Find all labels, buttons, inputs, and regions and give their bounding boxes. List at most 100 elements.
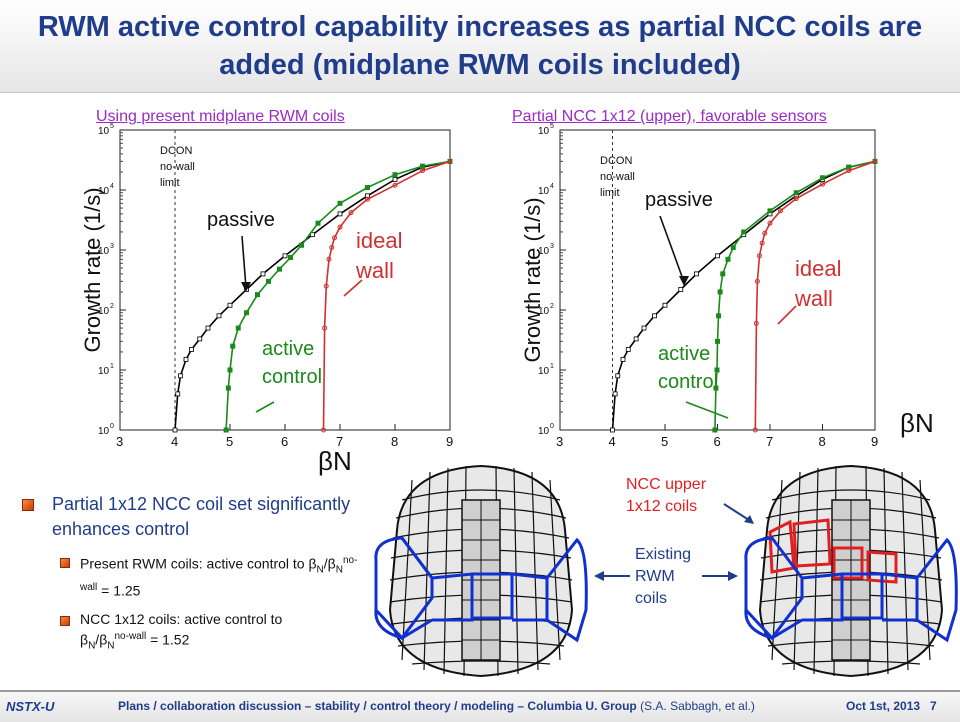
passive-arrow-icon: [659, 215, 685, 283]
data-point-passive: [615, 373, 621, 379]
footer-bar: NSTX-U Plans / collaboration discussion …: [0, 690, 960, 722]
arrow-left-icon: [594, 571, 630, 581]
beta-symbol: β: [99, 631, 108, 648]
y-tick-label: 10: [98, 186, 110, 197]
data-point-passive: [662, 302, 668, 308]
ideal-wall-label: ideal: [795, 256, 841, 281]
x-tick-label: 7: [336, 434, 343, 449]
data-point-passive: [205, 325, 211, 331]
x-tick-label: 4: [171, 434, 178, 449]
ideal-wall-label: ideal: [356, 228, 402, 253]
data-point-passive: [227, 302, 233, 308]
data-point-active: [846, 164, 852, 170]
bullet-list: Partial 1x12 NCC coil set significantly …: [22, 492, 372, 656]
ncc-arrow-icon: [723, 503, 754, 524]
data-point-active: [715, 338, 720, 344]
data-point-ideal: [752, 427, 758, 433]
data-point-passive: [189, 347, 194, 352]
chart-title-right: Partial NCC 1x12 (upper), favorable sens…: [512, 108, 827, 125]
beta-slash: /: [323, 555, 328, 572]
data-point-ideal: [332, 235, 337, 241]
y-tick-exponent: 1: [110, 363, 114, 370]
bullet-square-icon: [60, 558, 70, 568]
data-point-passive: [216, 313, 222, 319]
data-point-active: [713, 385, 719, 391]
vessel-mesh-left: [388, 464, 574, 678]
passive-label: passive: [207, 209, 275, 231]
y-tick-label: 10: [538, 426, 550, 437]
dcon-label: limit: [160, 177, 180, 189]
dcon-label: no-wall: [600, 171, 635, 183]
y-tick-exponent: 3: [110, 243, 114, 250]
data-point-active: [820, 175, 825, 181]
data-point-active: [223, 427, 229, 433]
title-band: [0, 0, 960, 93]
y-tick-exponent: 2: [110, 303, 114, 310]
data-point-ideal: [329, 245, 335, 251]
y-tick-exponent: 2: [550, 303, 554, 310]
passive-label: passive: [645, 189, 713, 211]
series-line-ideal-wall: [754, 160, 876, 431]
data-point-active: [872, 158, 878, 164]
footer-text: Plans / collaboration discussion – stabi…: [118, 699, 755, 713]
y-tick-label: 10: [538, 126, 550, 137]
beta-sub-n: N: [335, 564, 343, 576]
sub-bullet-1-text: Present RWM coils: active control to: [80, 555, 309, 572]
data-point-passive: [172, 427, 178, 433]
data-point-active: [230, 343, 236, 349]
x-tick-label: 5: [226, 434, 233, 449]
data-point-active: [714, 367, 720, 373]
data-point-passive: [260, 271, 266, 277]
data-point-active: [225, 385, 231, 391]
sub-bullet-1: Present RWM coils: active control to βN/…: [22, 552, 372, 600]
data-point-passive: [652, 313, 657, 319]
rwm-coils-left: [374, 536, 588, 643]
x-tick-label: 3: [116, 434, 123, 449]
data-point-active: [720, 271, 726, 277]
vessel-mesh-right: [758, 464, 944, 678]
data-point-ideal: [322, 325, 328, 331]
data-point-passive: [282, 253, 288, 259]
active-control-label: control: [262, 366, 322, 388]
data-point-active: [365, 185, 370, 191]
beta-slash: /: [95, 631, 100, 648]
beta-symbol: β: [308, 555, 317, 572]
data-point-active: [255, 292, 260, 298]
data-point-active: [730, 245, 736, 251]
data-point-passive: [612, 391, 618, 397]
x-axis-label: βN: [900, 408, 934, 438]
data-point-passive: [633, 336, 639, 342]
data-point-ideal: [757, 253, 762, 259]
tokamak-left-image: [374, 464, 588, 678]
data-point-ideal: [754, 278, 760, 284]
data-point-ideal: [820, 181, 825, 187]
ideal-wall-label: wall: [355, 258, 394, 283]
x-tick-label: 6: [714, 434, 721, 449]
data-point-ideal: [326, 256, 332, 262]
active-arrow-icon: [685, 401, 729, 419]
data-point-active: [741, 229, 747, 235]
active-control-label: active: [658, 343, 710, 365]
data-point-passive: [175, 391, 181, 397]
data-point-passive: [365, 193, 370, 199]
data-point-active: [266, 278, 271, 284]
data-point-ideal: [348, 210, 354, 216]
data-point-passive: [678, 287, 684, 292]
beta-sub-n: N: [88, 640, 96, 652]
data-point-passive: [178, 373, 183, 379]
beta-symbol: β: [327, 555, 336, 572]
existing-line2: RWM: [635, 568, 675, 585]
data-point-active: [716, 313, 722, 319]
data-point-active: [277, 266, 282, 272]
passive-arrow-icon: [241, 235, 247, 289]
data-point-ideal: [447, 158, 453, 164]
footer-authors: (S.A. Sabbagh, et al.): [640, 699, 755, 713]
y-tick-label: 10: [98, 306, 110, 317]
y-tick-label: 10: [98, 246, 110, 257]
y-axis-label: Growth rate (1/s): [520, 197, 545, 362]
data-point-passive: [197, 336, 203, 342]
data-point-ideal: [392, 182, 398, 188]
data-point-active: [337, 200, 343, 206]
data-point-ideal: [759, 240, 765, 246]
y-axis-label: Growth rate (1/s): [80, 187, 105, 352]
